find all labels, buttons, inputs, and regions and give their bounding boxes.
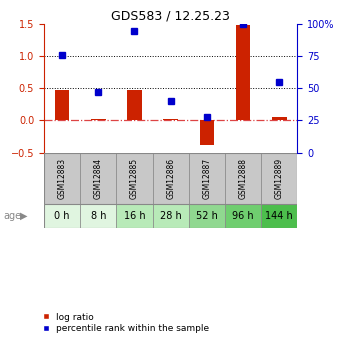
Text: 0 h: 0 h xyxy=(54,211,70,221)
Text: GSM12884: GSM12884 xyxy=(94,158,103,199)
Legend: log ratio, percentile rank within the sample: log ratio, percentile rank within the sa… xyxy=(38,309,213,337)
Text: GSM12886: GSM12886 xyxy=(166,158,175,199)
Bar xyxy=(80,204,116,228)
Text: 16 h: 16 h xyxy=(124,211,145,221)
Bar xyxy=(164,119,178,120)
Text: 8 h: 8 h xyxy=(91,211,106,221)
Bar xyxy=(116,152,152,204)
Bar xyxy=(189,152,225,204)
Text: age: age xyxy=(3,211,22,221)
Bar xyxy=(261,152,297,204)
Bar xyxy=(80,152,116,204)
Text: GSM12889: GSM12889 xyxy=(275,158,284,199)
Bar xyxy=(272,117,287,120)
Text: ▶: ▶ xyxy=(20,211,27,221)
Bar xyxy=(225,204,261,228)
Text: GSM12885: GSM12885 xyxy=(130,158,139,199)
Bar xyxy=(116,204,152,228)
Text: 96 h: 96 h xyxy=(232,211,254,221)
Text: 52 h: 52 h xyxy=(196,211,218,221)
Bar xyxy=(91,119,105,120)
Bar xyxy=(152,204,189,228)
Bar xyxy=(152,152,189,204)
Bar xyxy=(225,152,261,204)
Bar xyxy=(44,204,80,228)
Text: 144 h: 144 h xyxy=(265,211,293,221)
Text: GSM12887: GSM12887 xyxy=(202,158,211,199)
Text: 28 h: 28 h xyxy=(160,211,182,221)
Text: GSM12888: GSM12888 xyxy=(239,158,248,199)
Bar xyxy=(261,204,297,228)
Bar xyxy=(44,152,80,204)
Bar xyxy=(236,26,250,120)
Title: GDS583 / 12.25.23: GDS583 / 12.25.23 xyxy=(111,10,230,23)
Text: GSM12883: GSM12883 xyxy=(57,158,67,199)
Bar xyxy=(200,120,214,145)
Bar xyxy=(127,90,142,120)
Bar xyxy=(55,90,69,120)
Bar xyxy=(189,204,225,228)
